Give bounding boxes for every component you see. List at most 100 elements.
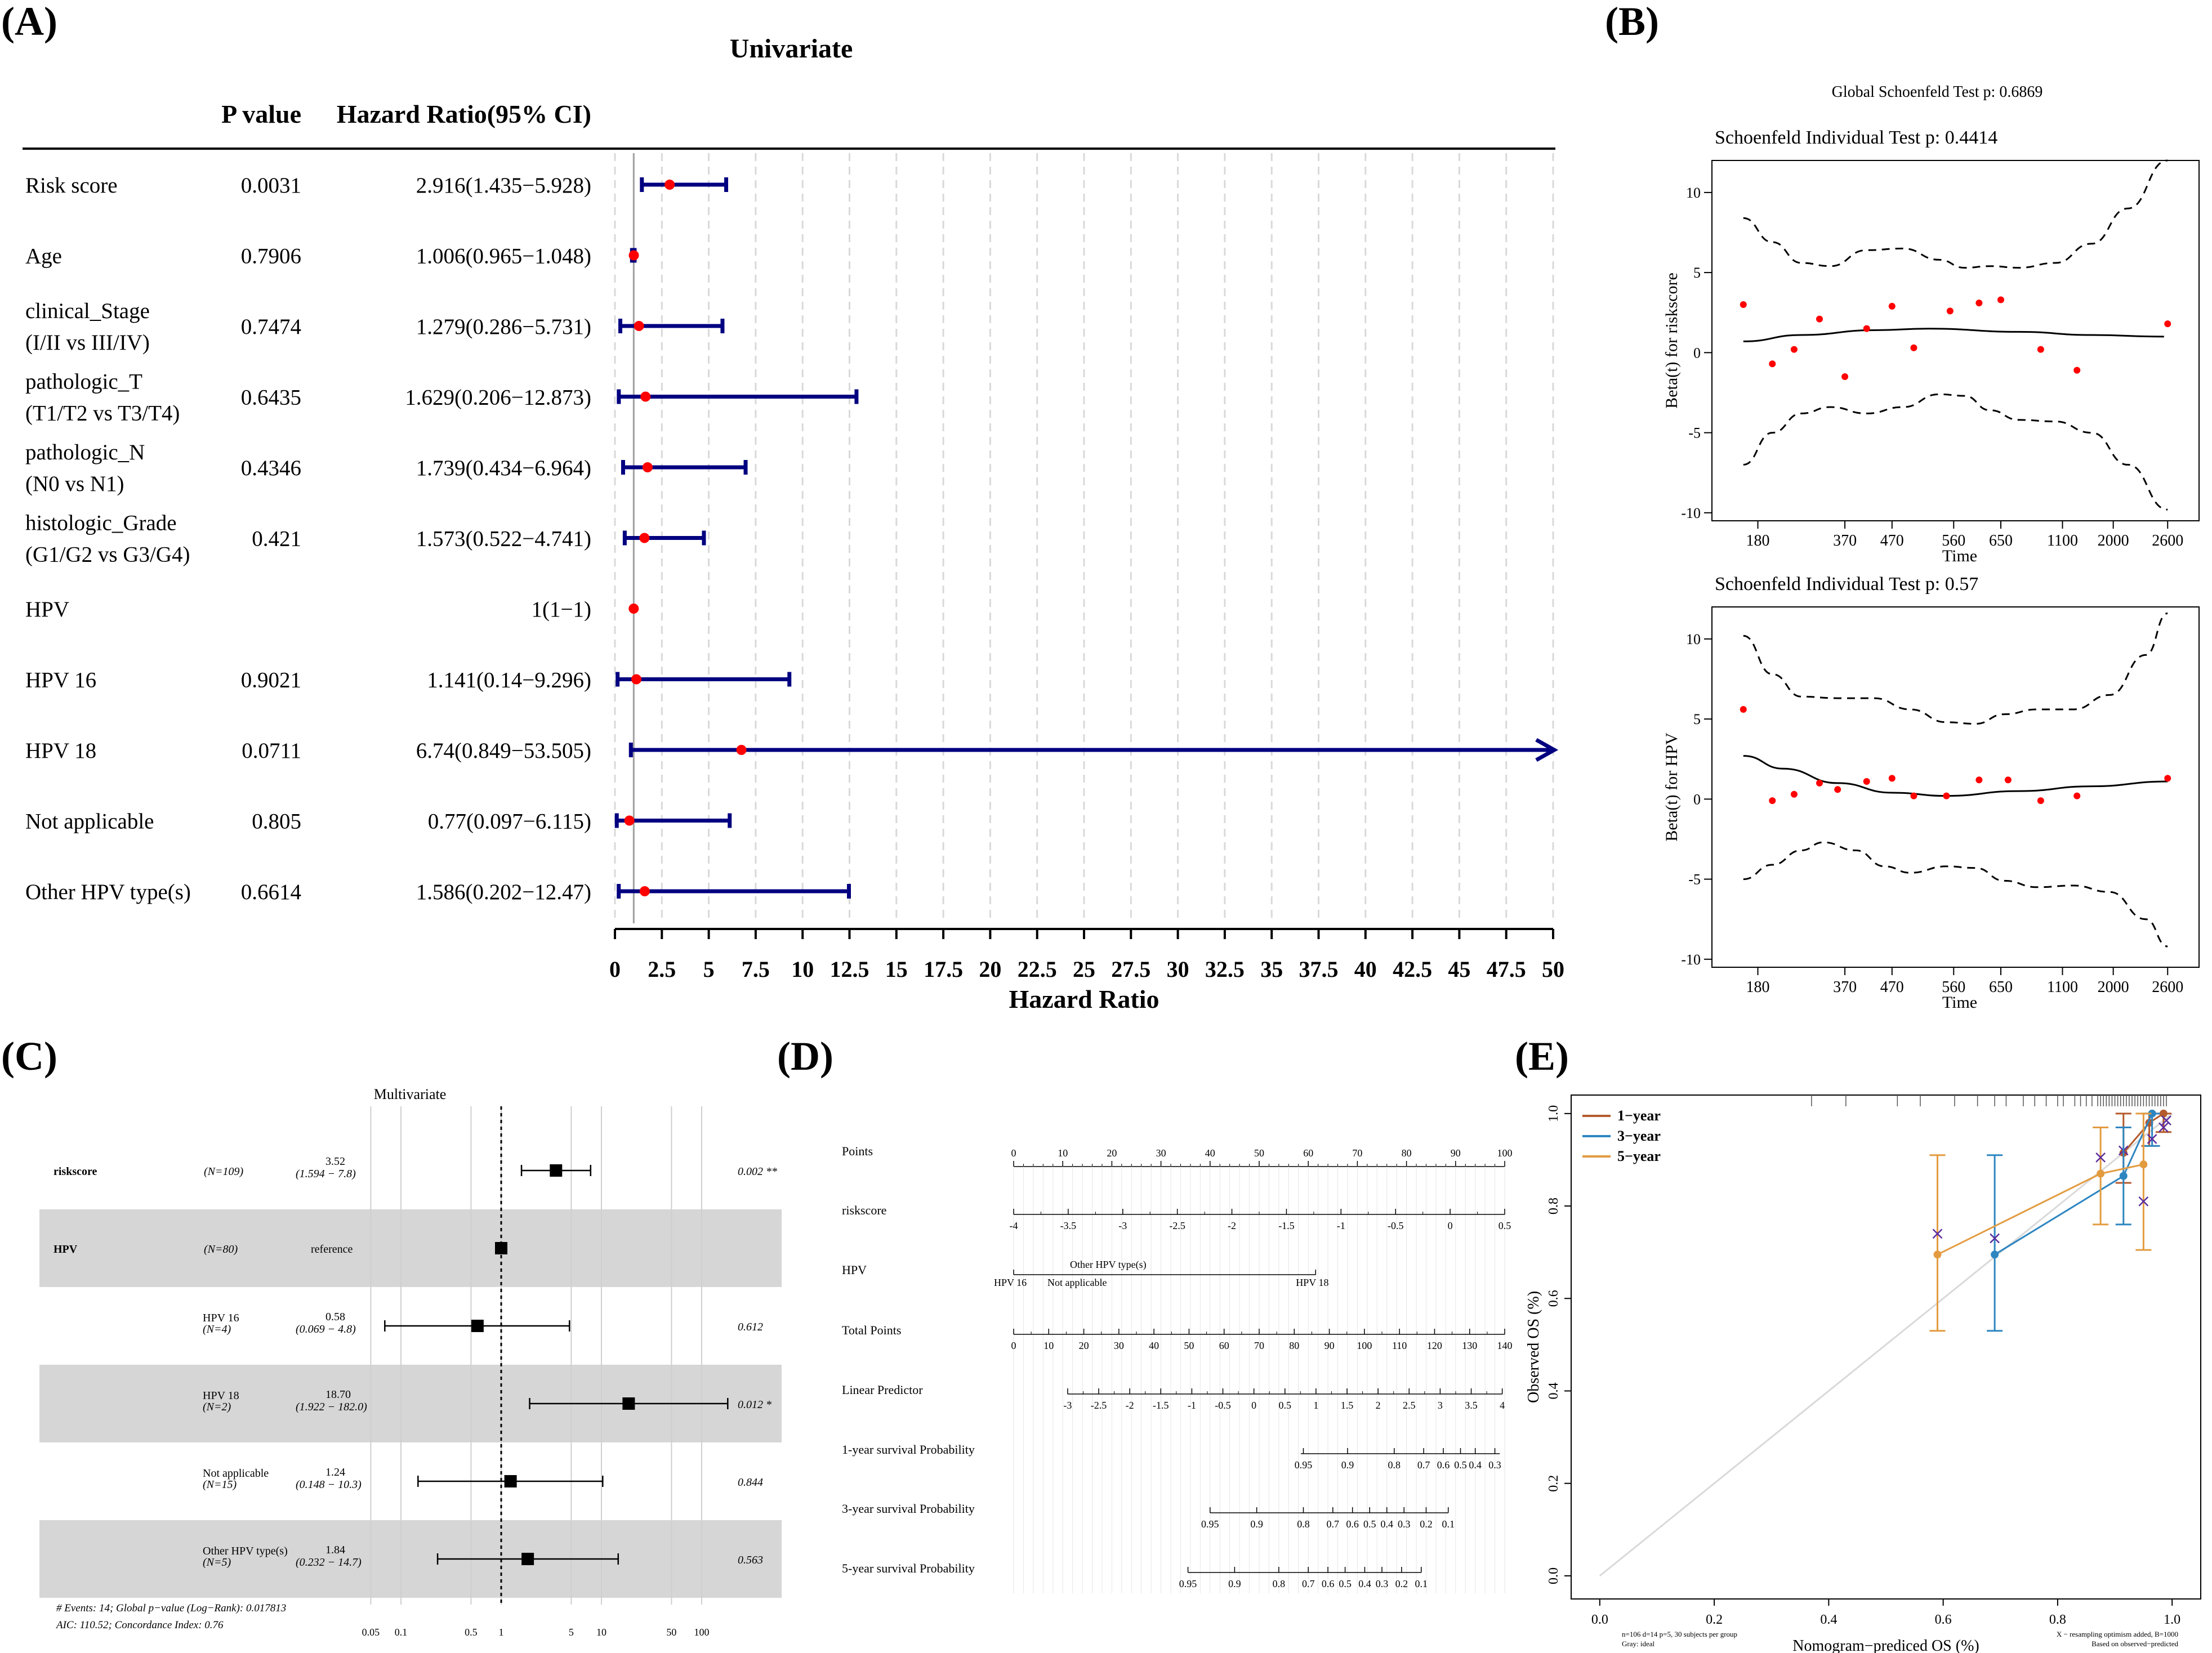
row-ci: 1.586(0.202−12.47) xyxy=(416,880,591,904)
residual-point xyxy=(1740,301,1747,308)
residual-point xyxy=(1975,300,1983,307)
plot-frame xyxy=(1711,160,2200,521)
nomogram-tick-label: 0.4 xyxy=(1380,1518,1393,1530)
row-ci: (1.922 − 182.0) xyxy=(296,1401,367,1413)
residual-point xyxy=(2073,792,2081,799)
nomogram-tick-label: 40 xyxy=(1149,1340,1159,1351)
x-tick-label: 560 xyxy=(1942,979,1965,996)
calibration-point xyxy=(2119,1172,2128,1180)
x-tick-label: 0.4 xyxy=(1820,1612,1837,1627)
nomogram-tick-label: 90 xyxy=(1324,1340,1335,1351)
hr-point xyxy=(736,745,747,755)
nomogram-tick-label: -2 xyxy=(1228,1220,1236,1231)
ci-arrow xyxy=(1535,738,1559,762)
hr-point xyxy=(628,250,639,261)
x-tick-label: 32.5 xyxy=(1205,957,1245,982)
nomogram-tick-label: -2.5 xyxy=(1169,1220,1185,1231)
category-label: Not applicable xyxy=(1047,1277,1107,1288)
residual-point xyxy=(1975,776,1983,784)
nomogram-tick-label: 2.5 xyxy=(1403,1400,1416,1411)
nomogram-tick-label: 10 xyxy=(1058,1147,1068,1159)
panel-label-d: (D) xyxy=(777,1034,833,1079)
lower-band xyxy=(1743,841,2168,948)
row-pvalue: 0.844 xyxy=(738,1476,763,1489)
nomogram-tick-label: 60 xyxy=(1303,1147,1313,1159)
x-tick-label: 180 xyxy=(1746,532,1770,549)
nomogram-tick-label: 0.7 xyxy=(1417,1459,1430,1471)
x-axis-title: Hazard Ratio xyxy=(1009,985,1159,1013)
nomogram-tick-label: 3.5 xyxy=(1465,1400,1478,1411)
row-pvalue: 0.421 xyxy=(252,527,301,551)
nomogram-tick-label: -0.5 xyxy=(1388,1220,1404,1231)
hr-square xyxy=(495,1242,507,1254)
optimism-corrected-mark xyxy=(2159,1122,2169,1133)
panel-a-univariate-forest: Univariate P value Hazard Ratio(95% CI) 0 2.… xyxy=(23,34,1564,1013)
calibration-point xyxy=(2148,1109,2156,1118)
nomogram-tick-label: 40 xyxy=(1205,1147,1215,1159)
row-pvalue: 0.7906 xyxy=(241,244,301,269)
nomogram-tick-label: -1.5 xyxy=(1278,1220,1295,1231)
row-sublabel: HPV 16 xyxy=(203,1312,239,1324)
row-pvalue: 0.0711 xyxy=(242,739,301,763)
row-ci: 1.006(0.965−1.048) xyxy=(416,244,591,269)
nomogram-row-label: riskscore xyxy=(842,1203,886,1217)
residual-point xyxy=(2164,775,2171,782)
row-label-sub: (T1/T2 vs T3/T4) xyxy=(25,401,180,426)
nomogram-tick-label: 130 xyxy=(1462,1340,1477,1351)
x-tick-label: 1100 xyxy=(2047,532,2078,549)
x-tick-label: 35 xyxy=(1260,957,1283,982)
panel-label-a: (A) xyxy=(1,0,57,44)
nomogram-tick-label: 0.8 xyxy=(1273,1578,1286,1589)
y-tick-label: 5 xyxy=(1693,265,1701,281)
row-ci: 6.74(0.849−53.505) xyxy=(416,739,591,763)
y-tick-label: 0.6 xyxy=(1546,1290,1561,1307)
x-tick-label: 0.1 xyxy=(395,1627,408,1638)
optimism-corrected-mark xyxy=(2147,1134,2157,1144)
nomogram-row-label: 3-year survival Probability xyxy=(842,1502,975,1516)
nomogram-tick-label: 70 xyxy=(1352,1147,1362,1159)
x-tick-label: 2.5 xyxy=(648,957,676,982)
nomogram-tick-label: -1.5 xyxy=(1153,1400,1169,1411)
residual-point xyxy=(1910,792,1917,799)
y-tick-label: -5 xyxy=(1688,872,1701,888)
nomogram-tick-label: 0.2 xyxy=(1420,1518,1433,1530)
nomogram-tick-label: 0.95 xyxy=(1201,1518,1219,1530)
x-tick-label: 100 xyxy=(694,1627,710,1638)
row-name: riskscore xyxy=(53,1165,97,1178)
nomogram-row-label: Linear Predictor xyxy=(842,1383,923,1397)
footnote-right: Based on observed−predicted xyxy=(2091,1639,2178,1648)
nomogram-tick-label: 20 xyxy=(1107,1147,1117,1159)
row-pvalue: 0.012 * xyxy=(738,1399,771,1411)
x-tick-label: 27.5 xyxy=(1111,957,1150,982)
residual-point xyxy=(1888,775,1896,782)
y-tick-label: 10 xyxy=(1686,631,1701,647)
x-tick-label: 370 xyxy=(1833,979,1857,996)
nomogram-tick-label: 60 xyxy=(1219,1340,1229,1351)
global-test-title: Global Schoenfeld Test p: 0.6869 xyxy=(1832,83,2043,101)
nomogram-tick-label: -4 xyxy=(1010,1220,1018,1231)
nomogram-tick-label: 4 xyxy=(1500,1400,1505,1411)
row-n: (N=80) xyxy=(204,1243,238,1256)
x-tick-label: 45 xyxy=(1448,957,1470,982)
upper-band xyxy=(1743,612,2168,725)
x-tick-label: 0.05 xyxy=(362,1627,380,1638)
x-tick-label: 5 xyxy=(703,957,715,982)
row-ci: 0.77(0.097−6.115) xyxy=(428,810,591,834)
hr-square xyxy=(471,1320,484,1332)
x-tick-label: 15 xyxy=(885,957,908,982)
nomogram-tick-label: 10 xyxy=(1043,1340,1054,1351)
hr-point xyxy=(639,533,650,543)
hr-point xyxy=(628,604,639,614)
row-ci: 1.739(0.434−6.964) xyxy=(416,456,591,480)
x-tick-label: 30 xyxy=(1167,957,1189,982)
y-tick-label: 0.8 xyxy=(1546,1198,1561,1214)
footnote-right: X − resampling optimism added, B=1000 xyxy=(2057,1630,2178,1638)
nomogram-tick-label: 20 xyxy=(1079,1340,1089,1351)
hr-point xyxy=(639,886,650,896)
row-ci: 1(1−1) xyxy=(532,597,591,622)
x-tick-label: 20 xyxy=(979,957,1001,982)
nomogram-tick-label: 0.7 xyxy=(1302,1578,1315,1589)
row-estimate: 1.84 xyxy=(325,1544,345,1556)
row-label: HPV 16 xyxy=(25,668,96,693)
fit-line xyxy=(1743,328,2164,342)
